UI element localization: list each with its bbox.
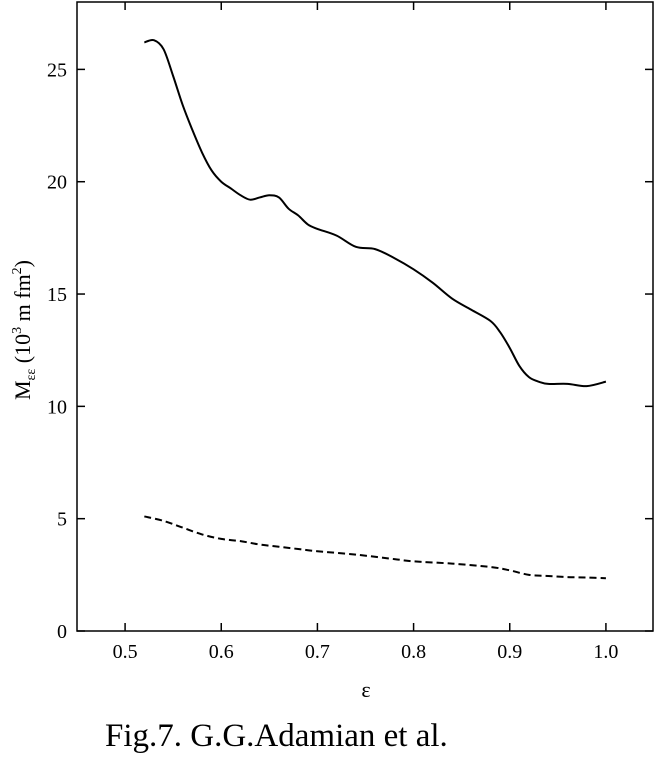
x-axis-title: ε (361, 677, 370, 702)
y-tick-label: 10 (47, 396, 67, 418)
x-tick-label: 1.0 (593, 641, 618, 663)
y-axis-title-unit-close: ) (10, 260, 35, 267)
y-tick-label: 20 (47, 172, 67, 194)
y-axis-title-exponent-2: 2 (10, 267, 25, 274)
series-line-2-dashed (144, 515, 606, 580)
x-tick-label: 0.8 (401, 641, 426, 663)
x-tick-label: 0.5 (113, 641, 138, 663)
y-tick-label: 0 (57, 621, 67, 643)
y-axis-title-main: M (10, 380, 35, 400)
y-axis-title-exponent-1: 3 (10, 327, 25, 334)
y-tick-label: 15 (47, 284, 67, 306)
plot-frame (76, 1, 654, 632)
y-axis-title-subscript: εε (24, 369, 39, 381)
y-tick-label: 25 (47, 59, 67, 81)
x-tick-label: 0.7 (305, 641, 330, 663)
x-tick-label: 0.9 (497, 641, 522, 663)
y-axis-title-unit-open: (10 (10, 334, 35, 369)
figure-caption: Fig.7. G.G.Adamian et al. (105, 718, 448, 754)
y-axis-title: Mεε (103 m fm2) (10, 260, 39, 400)
series-line-1-solid (144, 38, 607, 388)
x-tick-label: 0.6 (209, 641, 234, 663)
y-axis-title-unit-mid: m fm (10, 274, 35, 327)
y-tick-label: 5 (57, 509, 67, 531)
